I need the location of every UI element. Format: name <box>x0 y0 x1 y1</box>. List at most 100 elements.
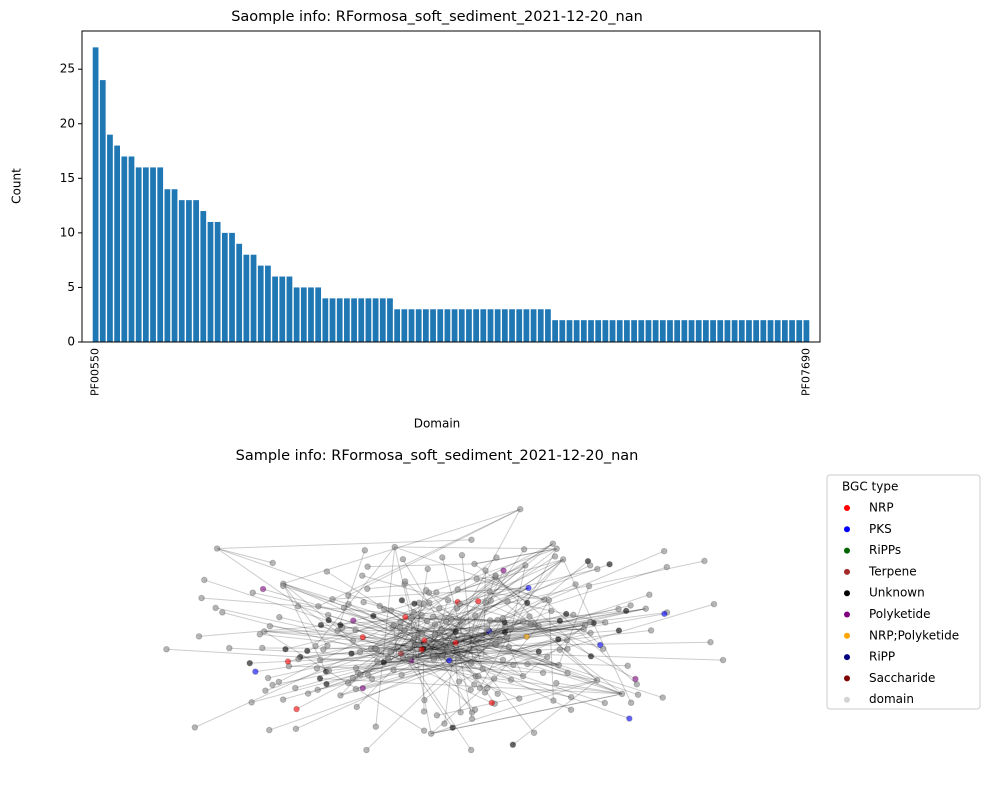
edge <box>251 641 479 703</box>
node <box>445 657 453 664</box>
node <box>316 656 324 664</box>
bar <box>300 287 307 342</box>
edge <box>506 565 526 650</box>
legend-box <box>826 474 981 710</box>
legend-label: Terpene <box>868 564 917 578</box>
edge <box>340 625 506 696</box>
edge <box>470 632 591 664</box>
edge <box>414 603 463 623</box>
edge <box>394 546 557 550</box>
bar <box>789 320 795 342</box>
node <box>387 648 394 656</box>
edge <box>430 679 598 735</box>
node <box>596 641 604 649</box>
node <box>570 611 577 619</box>
edge <box>495 576 592 657</box>
edge <box>217 539 472 549</box>
edge <box>457 588 545 601</box>
edge <box>457 621 464 645</box>
bar <box>415 309 422 342</box>
edge <box>460 639 524 677</box>
node <box>352 626 359 634</box>
node <box>707 638 714 646</box>
edge <box>439 650 514 666</box>
edge <box>477 613 567 643</box>
x-tick-label: PF07690 <box>799 348 812 396</box>
bar <box>580 320 587 342</box>
edge <box>425 648 539 653</box>
legend-marker <box>844 696 850 703</box>
node <box>471 612 479 619</box>
edge <box>283 508 521 585</box>
node <box>438 554 446 561</box>
legend-label: domain <box>869 692 914 706</box>
node <box>633 681 641 688</box>
node <box>551 553 559 560</box>
node <box>627 699 635 707</box>
edge <box>396 645 454 728</box>
node <box>454 586 462 593</box>
node <box>564 645 571 653</box>
edge <box>393 625 398 660</box>
node <box>292 725 300 733</box>
node <box>548 607 555 615</box>
edge <box>400 653 455 659</box>
node <box>391 543 398 551</box>
edge <box>440 654 598 681</box>
edge <box>348 615 530 684</box>
node <box>436 605 443 612</box>
edge <box>499 603 715 669</box>
edge <box>392 560 705 628</box>
node <box>279 696 287 703</box>
bar <box>796 320 803 342</box>
edge <box>388 557 497 642</box>
edge <box>489 590 623 695</box>
node <box>361 547 369 554</box>
legend-label: RiPP <box>869 650 895 664</box>
node <box>348 650 355 657</box>
bar <box>171 189 178 342</box>
bar <box>674 320 681 342</box>
node <box>356 648 364 656</box>
legend-marker <box>844 632 850 639</box>
node <box>701 557 708 565</box>
bar <box>688 320 695 342</box>
node <box>659 694 667 701</box>
legend-marker <box>844 611 850 618</box>
edge <box>198 617 412 637</box>
node <box>415 641 423 648</box>
edge <box>399 566 667 653</box>
edge <box>410 630 619 646</box>
edge <box>328 619 426 655</box>
legend-label: PKS <box>869 522 892 536</box>
edge <box>252 592 483 644</box>
node <box>249 589 257 596</box>
legend-label: NRP;Polyketide <box>869 628 959 642</box>
edge <box>469 615 476 647</box>
legend-marker <box>844 568 850 575</box>
node <box>556 646 564 654</box>
edge <box>435 652 473 713</box>
edge <box>355 659 458 690</box>
bar <box>781 320 788 342</box>
bar <box>286 276 293 342</box>
node <box>442 618 450 626</box>
node <box>313 665 321 672</box>
edge <box>367 652 384 676</box>
node <box>539 669 547 677</box>
bar <box>631 320 637 342</box>
node <box>438 653 446 661</box>
edge <box>362 636 455 647</box>
node <box>225 644 233 652</box>
bar <box>236 243 243 342</box>
node <box>372 723 380 730</box>
node <box>360 598 367 606</box>
x-axis-label: Domain <box>414 417 461 431</box>
node <box>323 680 330 688</box>
edge <box>283 583 493 662</box>
node <box>304 690 312 697</box>
bar <box>509 309 515 342</box>
node <box>252 668 259 675</box>
bar <box>351 298 357 342</box>
bar <box>695 320 702 342</box>
